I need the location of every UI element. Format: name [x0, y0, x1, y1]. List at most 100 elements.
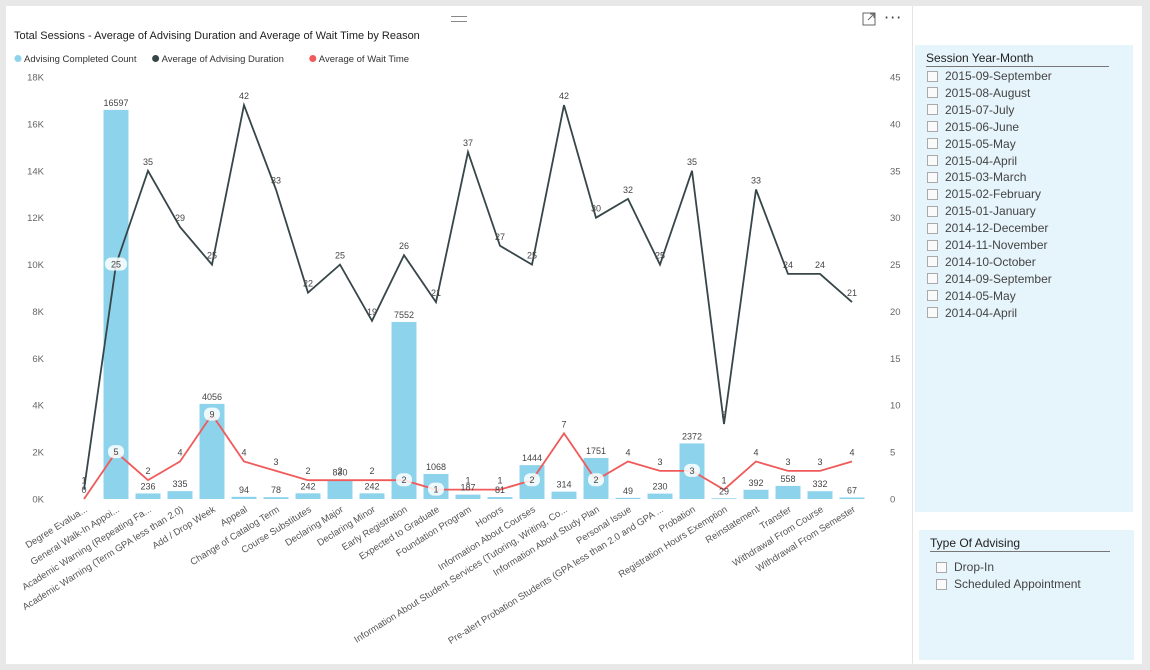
slicer-title-type-of-advising: Type Of Advising [930, 536, 1110, 552]
duration-data-label: 33 [271, 176, 281, 186]
y-right-tick: 40 [890, 119, 901, 130]
duration-data-label: 42 [559, 91, 569, 101]
bar-data-label: 1751 [586, 446, 606, 456]
slicer-item[interactable]: 2014-10-October [927, 255, 1036, 269]
slicer-item[interactable]: 2015-01-January [927, 204, 1036, 218]
checkbox[interactable] [927, 256, 938, 268]
bar [743, 489, 769, 499]
drag-handle-icon[interactable] [451, 16, 467, 22]
y-left-tick: 4K [32, 401, 44, 412]
slicer-item[interactable]: 2015-09-September [927, 69, 1052, 83]
duration-data-label: 27 [495, 232, 505, 242]
slicer-item-label: 2014-10-October [945, 254, 1036, 269]
combo-chart-visual[interactable]: ··· Total Sessions - Average of Advising… [6, 6, 908, 664]
duration-data-label: 29 [175, 213, 185, 223]
bar-data-label: 4056 [202, 392, 222, 402]
bar-data-label: 830 [332, 468, 347, 478]
slicer-item-label: 2014-11-November [945, 238, 1048, 252]
wait-data-label: 5 [113, 447, 118, 457]
bar [135, 493, 161, 499]
checkbox[interactable] [927, 205, 938, 217]
y-left-tick: 0K [32, 495, 44, 506]
bar [263, 497, 289, 499]
checkbox[interactable] [927, 290, 938, 302]
duration-data-label: 21 [431, 288, 441, 298]
duration-data-label: 22 [303, 279, 313, 289]
wait-data-label: 4 [625, 447, 630, 457]
slicer-item[interactable]: 2014-05-May [927, 289, 1016, 303]
bar [615, 497, 641, 499]
slicer-item-label: 2015-07-July [945, 102, 1015, 117]
slicer-item[interactable]: 2014-12-December [927, 221, 1048, 235]
duration-data-label: 35 [143, 157, 153, 167]
slicer-item[interactable]: 2015-03-March [927, 170, 1026, 184]
checkbox[interactable] [927, 104, 938, 116]
checkbox[interactable] [936, 578, 947, 590]
checkbox[interactable] [927, 222, 938, 234]
wait-data-label: 4 [753, 447, 758, 457]
bar-data-label: 16597 [103, 98, 128, 108]
bar [551, 491, 577, 499]
slicer-item[interactable]: 2015-05-May [927, 137, 1016, 151]
bar-data-label: 230 [652, 482, 667, 492]
checkbox[interactable] [927, 273, 938, 285]
bar [103, 109, 129, 500]
slicer-item[interactable]: Drop-In [936, 560, 994, 574]
slicer-item[interactable]: 2015-07-July [927, 103, 1014, 117]
slicer-item[interactable]: 2014-09-September [927, 272, 1052, 286]
slicer-item-label: 2015-01-January [945, 204, 1036, 219]
y-left-tick: 14K [27, 166, 45, 177]
wait-data-label: 2 [145, 466, 150, 476]
bar [231, 496, 257, 499]
checkbox[interactable] [927, 70, 938, 82]
bar [295, 493, 321, 499]
slicer-item-label: 2015-04-April [945, 153, 1018, 168]
duration-data-label: 25 [207, 251, 217, 261]
checkbox[interactable] [927, 87, 938, 99]
slicer-item-label: 2015-03-March [945, 170, 1027, 185]
bar [711, 498, 737, 500]
wait-data-label: 3 [817, 457, 822, 467]
wait-data-label: 1 [433, 485, 438, 495]
focus-mode-icon[interactable] [862, 12, 876, 26]
series-line-1 [83, 101, 853, 490]
bar-data-label: 2372 [682, 431, 702, 441]
duration-data-label: 8 [721, 410, 726, 420]
checkbox[interactable] [936, 561, 947, 573]
checkbox[interactable] [927, 121, 938, 133]
slicer-item[interactable]: 2015-02-February [927, 187, 1041, 201]
slicer-item[interactable]: Scheduled Appointment [936, 577, 1081, 591]
wait-data-label: 2 [305, 466, 310, 476]
slicer-item[interactable]: 2014-11-November [927, 238, 1048, 252]
slicer-item-label: 2014-05-May [945, 288, 1016, 303]
bar-data-label: 236 [140, 481, 155, 491]
checkbox[interactable] [927, 171, 938, 183]
y-right-tick: 10 [890, 401, 901, 412]
legend-marker-0 [14, 55, 22, 62]
wait-data-label: 3 [785, 457, 790, 467]
y-left-tick: 16K [27, 119, 45, 130]
duration-data-label: 37 [463, 138, 473, 148]
bar-data-label: 335 [172, 479, 187, 489]
slicer-item-label: Drop-In [954, 560, 995, 574]
wait-data-label: 0 [81, 485, 86, 495]
bar-data-label: 78 [271, 485, 281, 495]
slicer-item[interactable]: 2015-06-June [927, 120, 1019, 134]
legend-label-2: Average of Wait Time [319, 54, 409, 65]
slicer-item-label: 2015-06-June [945, 119, 1020, 134]
data-label-pill [684, 463, 700, 477]
checkbox[interactable] [927, 307, 938, 319]
more-options-icon[interactable]: ··· [884, 8, 903, 27]
checkbox[interactable] [927, 188, 938, 200]
wait-data-label: 4 [241, 447, 246, 457]
checkbox[interactable] [927, 239, 938, 251]
y-left-tick: 10K [27, 260, 45, 271]
slicer-item[interactable]: 2015-08-August [927, 86, 1030, 100]
checkbox[interactable] [927, 155, 938, 166]
slicer-item[interactable]: 2014-04-April [927, 306, 1017, 320]
bar-data-label: 7552 [394, 310, 414, 320]
y-left-tick: 2K [32, 448, 44, 459]
bar-data-label: 94 [239, 485, 249, 495]
checkbox[interactable] [927, 138, 938, 150]
slicer-item[interactable]: 2015-04-April [927, 154, 1017, 168]
